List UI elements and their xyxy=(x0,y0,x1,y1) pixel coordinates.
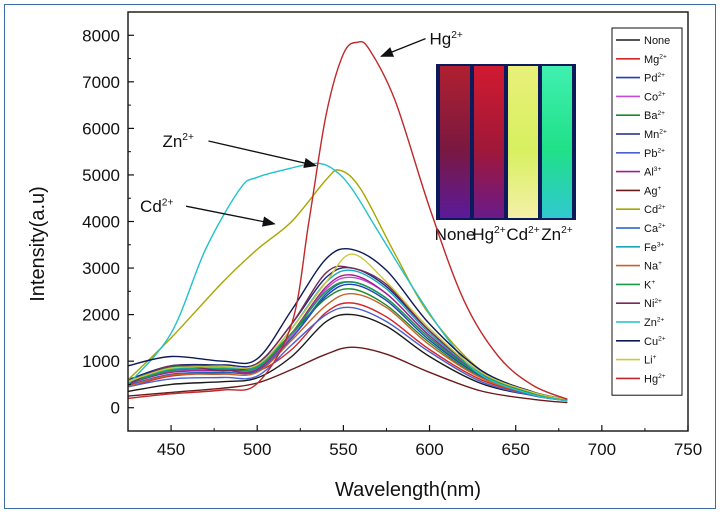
series-line xyxy=(127,292,568,401)
legend-entry-label: Cd2+ xyxy=(644,204,666,216)
legend-entry-label: None xyxy=(644,35,670,47)
y-tick-label: 0 xyxy=(111,399,120,418)
inset-cuvette xyxy=(508,66,538,218)
x-tick-label: 750 xyxy=(674,440,702,459)
legend-entry-label: Mn2+ xyxy=(644,129,667,141)
y-tick-label: 1000 xyxy=(82,352,120,371)
y-tick-label: 8000 xyxy=(82,26,120,45)
legend-box xyxy=(611,27,683,396)
y-tick-label: 7000 xyxy=(82,73,120,92)
legend-entry-label: Na+ xyxy=(644,260,662,272)
x-tick-label: 550 xyxy=(329,440,357,459)
inset-cuvette-label: Zn2+ xyxy=(541,225,573,244)
inset-cuvette-label: None xyxy=(435,225,476,244)
x-tick-label: 650 xyxy=(502,440,530,459)
legend-entry-label: Ba2+ xyxy=(644,110,665,122)
series-line xyxy=(127,247,568,400)
legend-entry-label: Li+ xyxy=(644,354,657,366)
legend-entry-label: Fe3+ xyxy=(644,241,665,253)
legend-entry-label: K+ xyxy=(644,279,655,291)
legend-entry-label: Al3+ xyxy=(644,166,661,178)
x-axis-label: Wavelength(nm) xyxy=(335,479,481,501)
series-line xyxy=(127,269,568,401)
series-line xyxy=(127,253,568,400)
inset-cuvette-label: Hg2+ xyxy=(472,225,505,244)
inset-cuvette-label: Cd2+ xyxy=(506,225,539,244)
inset-cuvette xyxy=(440,66,470,218)
annotation-arrow xyxy=(380,37,426,57)
y-tick-label: 5000 xyxy=(82,166,120,185)
series-line xyxy=(127,346,568,404)
annotation-label: Zn2+ xyxy=(162,132,194,151)
x-tick-label: 500 xyxy=(243,440,271,459)
x-tick-label: 600 xyxy=(415,440,443,459)
y-tick-label: 3000 xyxy=(82,259,120,278)
inset-cuvette xyxy=(542,66,572,218)
x-tick-label: 450 xyxy=(157,440,185,459)
y-axis-label: Intensity(a.u) xyxy=(27,186,49,302)
legend-entry-label: Ag+ xyxy=(644,185,661,197)
annotation-arrow xyxy=(185,205,276,227)
legend-entry-label: Pd2+ xyxy=(644,72,665,84)
legend-entry-label: Hg2+ xyxy=(644,373,666,385)
legend-entry-label: Cu2+ xyxy=(644,335,666,347)
annotation-label: Hg2+ xyxy=(430,30,463,49)
legend-entry-label: Ca2+ xyxy=(644,223,666,235)
legend-entry-label: Mg2+ xyxy=(644,53,667,65)
series-line xyxy=(127,265,568,400)
legend-entry-label: Co2+ xyxy=(644,91,666,103)
series-line xyxy=(127,40,568,400)
y-tick-label: 6000 xyxy=(82,119,120,138)
legend-entry-label: Ni2+ xyxy=(644,298,662,310)
series-line xyxy=(127,313,568,402)
legend-entry-label: Zn2+ xyxy=(644,317,665,329)
series-line xyxy=(127,266,568,400)
y-tick-label: 2000 xyxy=(82,306,120,325)
series-line xyxy=(127,306,568,402)
y-tick-label: 4000 xyxy=(82,213,120,232)
legend-entry-label: Pb2+ xyxy=(644,147,665,159)
x-tick-label: 700 xyxy=(588,440,616,459)
inset-cuvette xyxy=(474,66,504,218)
annotation-arrow xyxy=(208,140,318,169)
annotation-label: Cd2+ xyxy=(140,197,173,216)
